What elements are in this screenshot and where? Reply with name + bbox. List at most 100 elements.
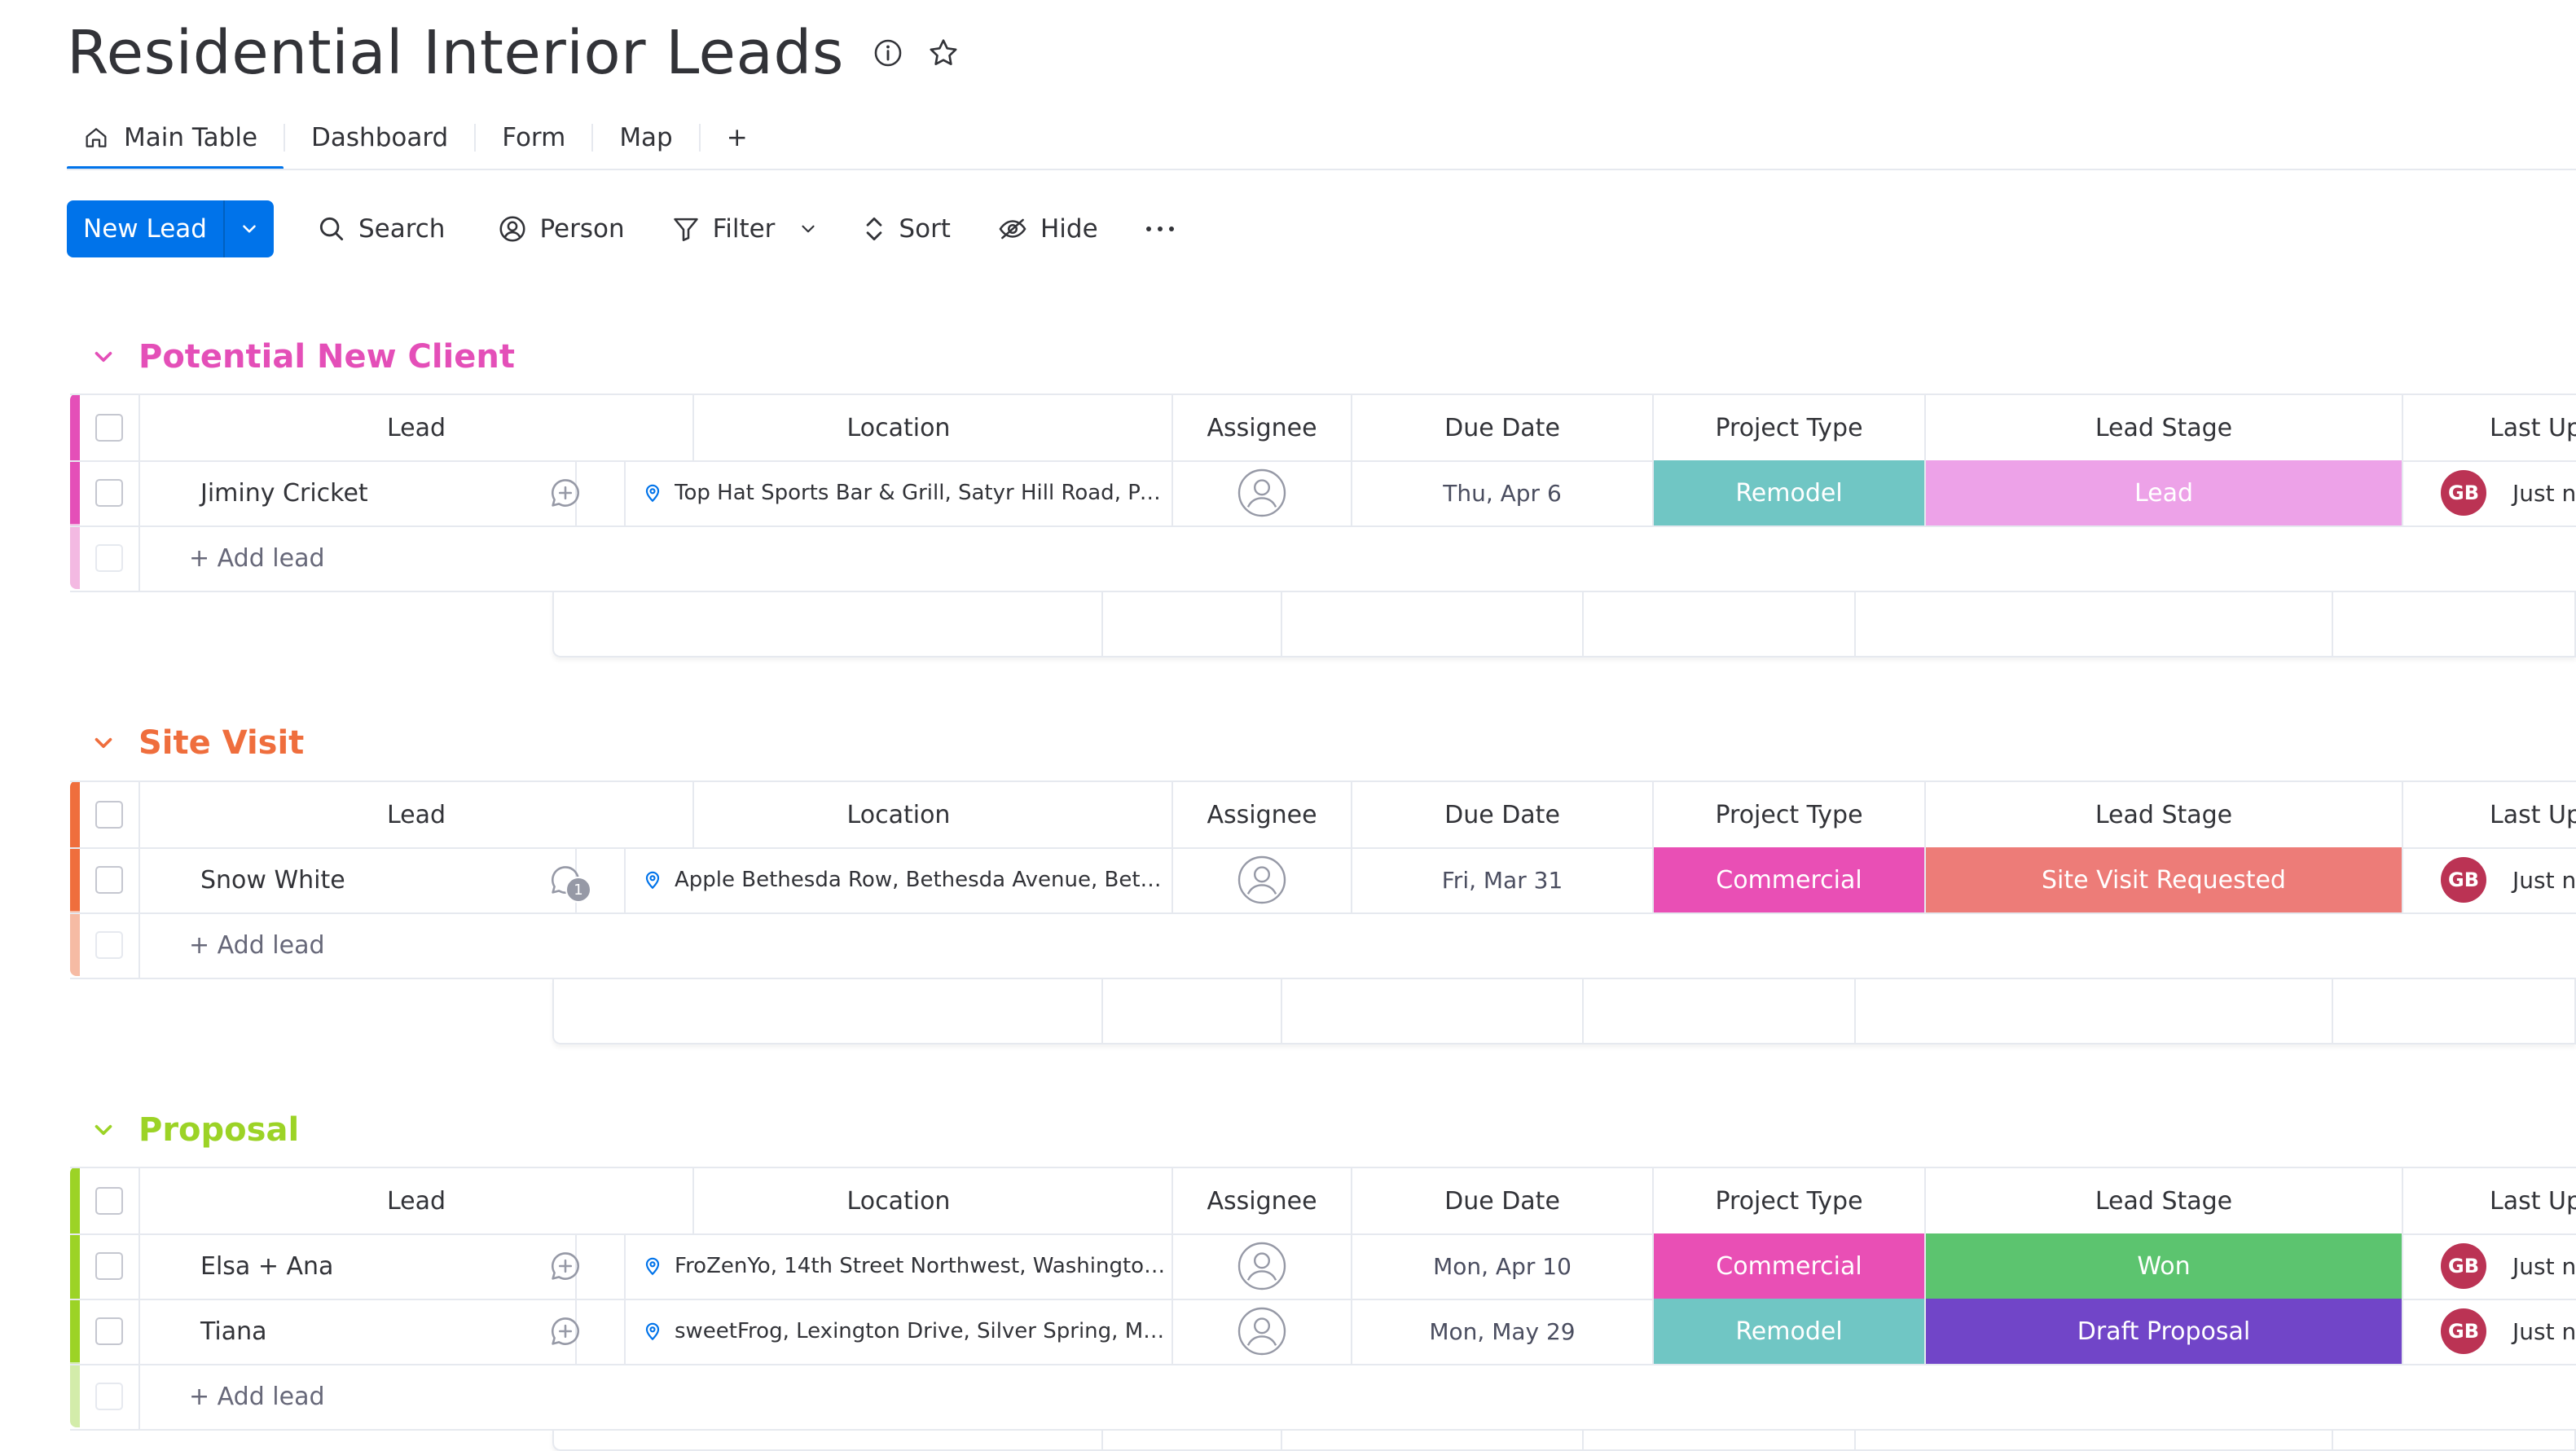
group-title[interactable]: Site Visit bbox=[138, 724, 305, 762]
board-title[interactable]: Residential Interior Leads bbox=[67, 18, 844, 88]
assignee-cell[interactable] bbox=[1173, 1299, 1352, 1364]
last-updated-cell[interactable]: GB Just nov bbox=[2403, 460, 2576, 525]
add-update-cell[interactable] bbox=[507, 460, 626, 525]
project-type-status[interactable]: Commercial bbox=[1654, 847, 1926, 912]
tab-main-table[interactable]: Main Table bbox=[67, 106, 284, 170]
column-header-lead[interactable]: Lead bbox=[140, 782, 694, 847]
chevron-down-icon[interactable] bbox=[90, 343, 117, 371]
avatar[interactable]: GB bbox=[2441, 1243, 2486, 1289]
chevron-down-icon[interactable] bbox=[90, 729, 117, 757]
hide-button[interactable]: Hide bbox=[996, 213, 1098, 244]
column-header-location[interactable]: Location bbox=[626, 782, 1173, 847]
group-header-site-visit[interactable]: Site Visit bbox=[90, 719, 304, 767]
table-row[interactable]: Jiminy Cricket Top Hat Sports Bar & Gril… bbox=[70, 460, 2576, 527]
chevron-down-icon[interactable] bbox=[90, 1116, 117, 1144]
column-header-last-updated[interactable]: Last Up bbox=[2403, 395, 2576, 460]
board-header: Residential Interior Leads bbox=[67, 8, 960, 98]
avatar[interactable]: GB bbox=[2441, 470, 2486, 516]
column-header-lead-stage[interactable]: Lead Stage bbox=[1926, 1168, 2403, 1233]
select-all-cell bbox=[80, 1168, 140, 1233]
column-header-assignee[interactable]: Assignee bbox=[1173, 1168, 1352, 1233]
column-header-lead-stage[interactable]: Lead Stage bbox=[1926, 782, 2403, 847]
add-lead-button[interactable]: + Add lead bbox=[140, 525, 2576, 591]
add-update-cell[interactable] bbox=[507, 1233, 626, 1299]
more-options-button[interactable] bbox=[1144, 221, 1188, 237]
row-checkbox[interactable] bbox=[95, 1252, 123, 1280]
info-icon[interactable] bbox=[872, 37, 904, 69]
row-checkbox[interactable] bbox=[95, 866, 123, 894]
lead-stage-status[interactable]: Site Visit Requested bbox=[1926, 847, 2403, 912]
project-type-status[interactable]: Remodel bbox=[1654, 1299, 1926, 1364]
lead-name[interactable]: Tiana bbox=[140, 1299, 577, 1364]
column-header-due-date[interactable]: Due Date bbox=[1352, 1168, 1654, 1233]
lead-stage-status[interactable]: Draft Proposal bbox=[1926, 1299, 2403, 1364]
tab-dashboard[interactable]: Dashboard bbox=[285, 106, 474, 169]
select-all-checkbox[interactable] bbox=[95, 414, 123, 442]
column-header-due-date[interactable]: Due Date bbox=[1352, 395, 1654, 460]
table-row[interactable]: Snow White 1 Apple Bethesda Row, Bethesd… bbox=[70, 847, 2576, 914]
location-cell[interactable]: Apple Bethesda Row, Bethesda Avenue, Bet… bbox=[626, 847, 1173, 912]
column-header-assignee[interactable]: Assignee bbox=[1173, 782, 1352, 847]
select-all-checkbox[interactable] bbox=[95, 801, 123, 829]
column-header-lead[interactable]: Lead bbox=[140, 1168, 694, 1233]
due-date-cell[interactable]: Thu, Apr 6 bbox=[1352, 460, 1654, 525]
tab-map[interactable]: Map bbox=[593, 106, 698, 169]
add-view-button[interactable]: + bbox=[701, 106, 774, 169]
row-checkbox[interactable] bbox=[95, 1317, 123, 1345]
lead-name[interactable]: Elsa + Ana bbox=[140, 1233, 577, 1299]
lead-name[interactable]: Snow White bbox=[140, 847, 577, 912]
avatar[interactable]: GB bbox=[2441, 857, 2486, 903]
group-header-potential-new-client[interactable]: Potential New Client bbox=[90, 332, 515, 381]
row-checkbox[interactable] bbox=[95, 479, 123, 507]
due-date-cell[interactable]: Fri, Mar 31 bbox=[1352, 847, 1654, 912]
column-header-project-type[interactable]: Project Type bbox=[1654, 395, 1926, 460]
group-title[interactable]: Proposal bbox=[138, 1111, 300, 1149]
column-header-assignee[interactable]: Assignee bbox=[1173, 395, 1352, 460]
column-header-due-date[interactable]: Due Date bbox=[1352, 782, 1654, 847]
column-header-project-type[interactable]: Project Type bbox=[1654, 1168, 1926, 1233]
column-header-project-type[interactable]: Project Type bbox=[1654, 782, 1926, 847]
filter-button[interactable]: Filter bbox=[670, 213, 820, 244]
lead-stage-status[interactable]: Lead bbox=[1926, 460, 2403, 525]
due-date-cell[interactable]: Mon, May 29 bbox=[1352, 1299, 1654, 1364]
lead-stage-status[interactable]: Won bbox=[1926, 1233, 2403, 1299]
due-date-cell[interactable]: Mon, Apr 10 bbox=[1352, 1233, 1654, 1299]
star-icon[interactable] bbox=[927, 37, 960, 69]
new-lead-dropdown[interactable] bbox=[222, 200, 274, 257]
avatar[interactable]: GB bbox=[2441, 1308, 2486, 1354]
column-header-last-updated[interactable]: Last Up bbox=[2403, 1168, 2576, 1233]
updates-cell[interactable]: 1 bbox=[507, 847, 626, 912]
add-lead-label: + Add lead bbox=[189, 543, 325, 573]
column-header-location[interactable]: Location bbox=[626, 395, 1173, 460]
assignee-cell[interactable] bbox=[1173, 460, 1352, 525]
column-header-lead-stage[interactable]: Lead Stage bbox=[1926, 395, 2403, 460]
group-title[interactable]: Potential New Client bbox=[138, 338, 515, 376]
lead-name[interactable]: Jiminy Cricket bbox=[140, 460, 577, 525]
last-updated-cell[interactable]: GB Just nov bbox=[2403, 847, 2576, 912]
row-select-cell bbox=[80, 1299, 140, 1364]
last-updated-cell[interactable]: GB Just nov bbox=[2403, 1299, 2576, 1364]
person-filter-button[interactable]: Person bbox=[497, 213, 625, 244]
table-row[interactable]: Elsa + Ana FroZenYo, 14th Street Northwe… bbox=[70, 1233, 2576, 1300]
select-all-checkbox[interactable] bbox=[95, 1187, 123, 1215]
group-header-proposal[interactable]: Proposal bbox=[90, 1106, 299, 1154]
project-type-status[interactable]: Commercial bbox=[1654, 1233, 1926, 1299]
location-cell[interactable]: sweetFrog, Lexington Drive, Silver Sprin… bbox=[626, 1299, 1173, 1364]
add-update-cell[interactable] bbox=[507, 1299, 626, 1364]
column-header-lead[interactable]: Lead bbox=[140, 395, 694, 460]
column-header-last-updated[interactable]: Last Up bbox=[2403, 782, 2576, 847]
add-lead-button[interactable]: + Add lead bbox=[140, 912, 2576, 978]
sort-button[interactable]: Sort bbox=[861, 213, 951, 244]
search-button[interactable]: Search bbox=[316, 213, 445, 244]
assignee-cell[interactable] bbox=[1173, 847, 1352, 912]
project-type-status[interactable]: Remodel bbox=[1654, 460, 1926, 525]
add-lead-button[interactable]: + Add lead bbox=[140, 1364, 2576, 1429]
location-cell[interactable]: Top Hat Sports Bar & Grill, Satyr Hill R… bbox=[626, 460, 1173, 525]
last-updated-cell[interactable]: GB Just nov bbox=[2403, 1233, 2576, 1299]
column-header-location[interactable]: Location bbox=[626, 1168, 1173, 1233]
table-row[interactable]: Tiana sweetFrog, Lexington Drive, Silver… bbox=[70, 1299, 2576, 1365]
assignee-cell[interactable] bbox=[1173, 1233, 1352, 1299]
tab-form[interactable]: Form bbox=[476, 106, 591, 169]
location-cell[interactable]: FroZenYo, 14th Street Northwest, Washing… bbox=[626, 1233, 1173, 1299]
new-lead-button[interactable]: New Lead bbox=[83, 214, 207, 244]
